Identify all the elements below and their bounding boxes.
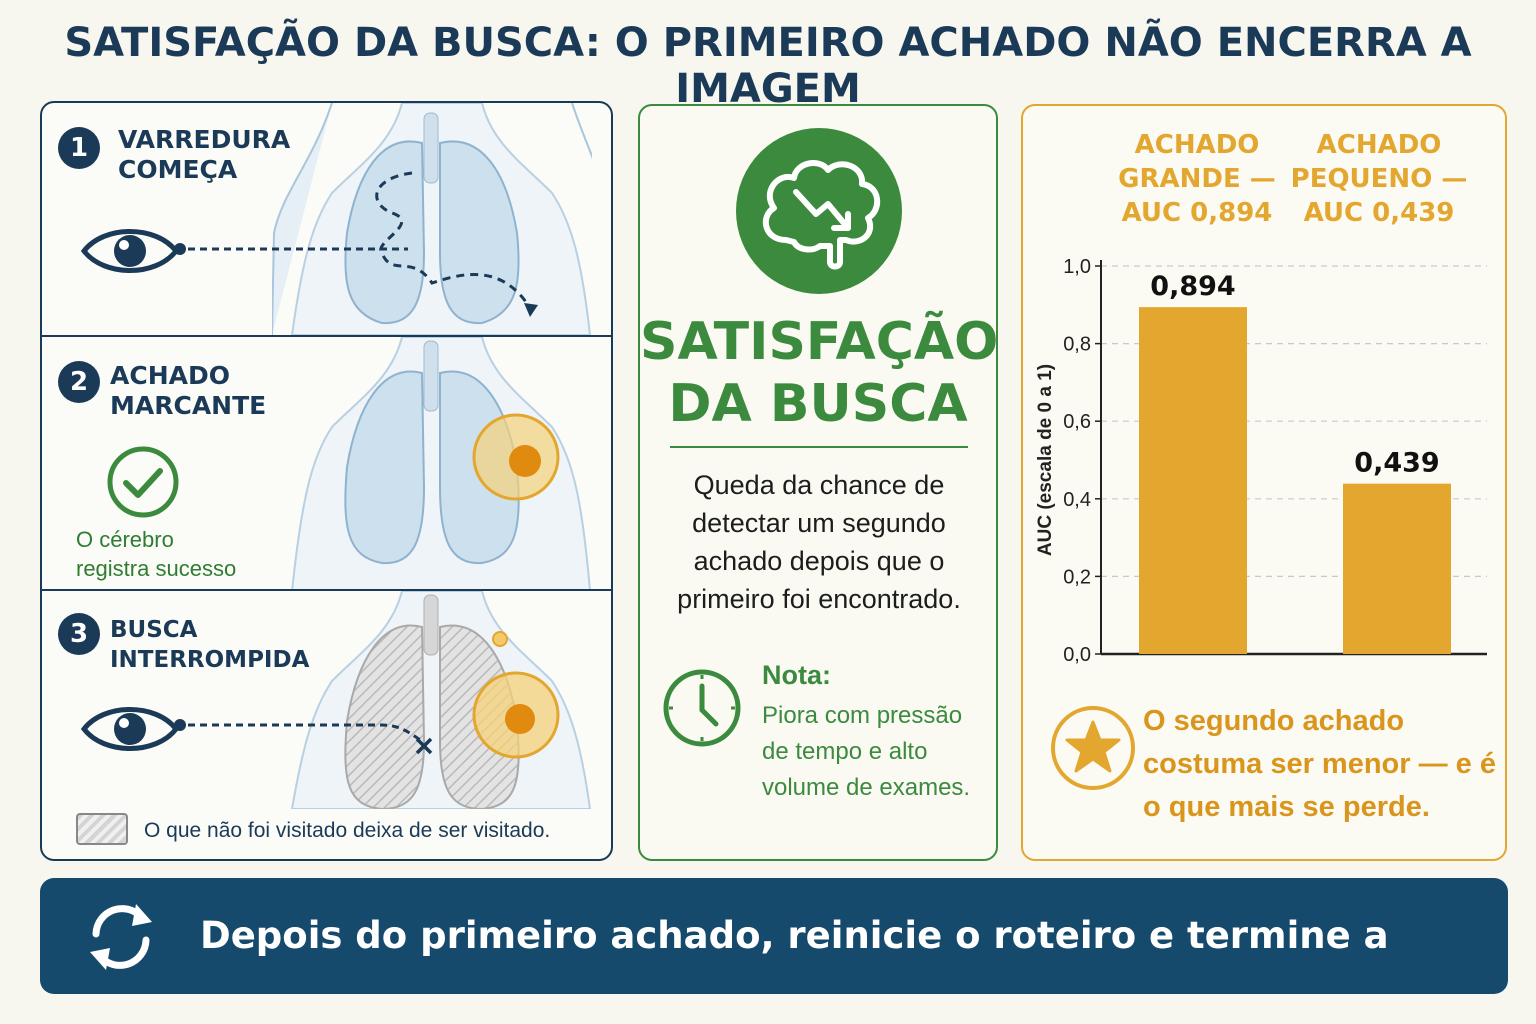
page-title: SATISFAÇÃO DA BUSCA: O PRIMEIRO ACHADO N… (64, 20, 1472, 112)
y-tick-label: 0,0 (1063, 644, 1091, 666)
step-label: BUSCA INTERROMPIDA (110, 617, 310, 673)
note-title: Nota: (762, 660, 831, 690)
y-tick-label: 0,4 (1063, 489, 1091, 511)
lungs-illustration (290, 591, 592, 809)
auc-chart-panel: ACHADO GRANDE — AUC 0,894 ACHADO PEQUENO… (1021, 104, 1507, 861)
refresh-icon (90, 904, 152, 970)
bar-value-label: 0,439 (1354, 448, 1439, 479)
success-caption: O cérebro registra sucesso (76, 527, 237, 581)
clock-icon (663, 669, 741, 747)
check-circle-icon (107, 446, 179, 518)
footer-message: Depois do primeiro achado, reinicie o ro… (200, 914, 1389, 957)
concept-description: Queda da chance de detectar um segundo a… (677, 470, 961, 614)
step-number: 2 (58, 361, 100, 403)
definition-panel: SATISFAÇÃO DA BUSCA Queda da chance de d… (638, 104, 998, 861)
header-line: ACHADO (1134, 130, 1260, 160)
divider (670, 446, 968, 448)
key-takeaway: O segundo achado costuma ser menor — e é… (1143, 705, 1496, 823)
eye-icon (80, 707, 180, 751)
step-scan-begins: 1 VARREDURA COMEÇA (42, 103, 611, 335)
lungs-illustration (290, 337, 592, 591)
gaze-path (174, 243, 408, 255)
bar-value-label: 0,894 (1150, 271, 1235, 302)
bar-large-finding (1139, 307, 1247, 654)
note-text: Piora com pressão de tempo e alto volume… (762, 702, 971, 801)
step-striking-finding: 2 ACHADO MARCANTE O cérebro registra suc… (42, 335, 611, 591)
step-number: 1 (58, 127, 100, 169)
header-line: GRANDE — (1118, 164, 1276, 194)
concept-title: SATISFAÇÃO DA BUSCA (640, 312, 999, 434)
y-axis-label: AUC (escala de 0 a 1) (1035, 364, 1056, 556)
footer-banner: Depois do primeiro achado, reinicie o ro… (40, 878, 1508, 994)
y-tick-label: 0,2 (1063, 566, 1091, 588)
step-search-interrupted: 3 BUSCA INTERROMPIDA (42, 589, 611, 859)
header-line: PEQUENO — (1290, 164, 1468, 194)
header-small-finding: ACHADO PEQUENO — AUC 0,439 (1289, 128, 1469, 230)
y-tick-label: 0,6 (1063, 411, 1091, 433)
header-line: ACHADO (1316, 130, 1442, 160)
header-large-finding: ACHADO GRANDE — AUC 0,894 (1107, 128, 1287, 230)
legend-text: O que não foi visitado deixa de ser visi… (144, 819, 551, 842)
eye-icon (80, 229, 180, 273)
interrupted-gaze-path (174, 719, 433, 755)
lungs-illustration (272, 103, 592, 335)
header-line: AUC 0,894 (1121, 198, 1273, 228)
step-label: ACHADO MARCANTE (110, 361, 267, 420)
star-icon (1051, 706, 1135, 790)
brain-down-arrow-icon (736, 128, 902, 294)
unvisited-legend-swatch (76, 813, 128, 845)
steps-panel: 1 VARREDURA COMEÇA 2 ACHADO MARCANTE (40, 101, 613, 861)
header-line: AUC 0,439 (1303, 198, 1455, 228)
bar-small-finding (1343, 483, 1451, 654)
y-tick-label: 1,0 (1063, 256, 1091, 278)
stop-x-icon (415, 737, 433, 755)
step-label: VARREDURA COMEÇA (118, 125, 291, 184)
auc-bar-chart: 0,0 0,2 0,4 0,6 0,8 1,0 AUC (escala de 0 a 1) 0… (1035, 256, 1487, 666)
y-tick-label: 0,8 (1063, 334, 1091, 356)
step-number: 3 (58, 613, 100, 655)
